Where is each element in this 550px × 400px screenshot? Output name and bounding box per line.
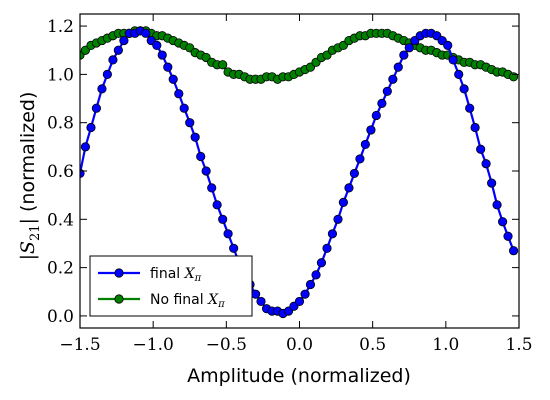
legend-box [89, 255, 253, 317]
data-point [168, 74, 178, 84]
data-point [508, 72, 519, 82]
y-tick-label: 0.2 [47, 259, 74, 279]
x-tick-label: 1.0 [432, 335, 459, 355]
data-point [355, 154, 365, 164]
x-tick-label: −1.5 [59, 335, 100, 355]
x-axis-label: Amplitude (normalized) [187, 365, 411, 387]
data-point [212, 200, 222, 210]
data-point [86, 122, 96, 133]
data-point [404, 43, 414, 53]
data-point [141, 28, 151, 38]
data-point [443, 40, 453, 51]
data-point [80, 142, 91, 152]
y-tick-label: 0.6 [47, 162, 74, 182]
data-point [256, 296, 266, 307]
data-point [388, 74, 398, 84]
data-point [223, 229, 233, 239]
data-point [508, 246, 519, 256]
y-axis-label: |S21| (normalized) [17, 92, 43, 261]
y-tick-label: 1.0 [47, 65, 74, 85]
x-tick-label: −0.5 [206, 335, 247, 355]
data-point [459, 84, 469, 94]
data-point [349, 168, 359, 179]
data-point [311, 270, 321, 280]
data-point [377, 98, 387, 108]
x-tick-label: 0.5 [359, 335, 386, 355]
data-point [196, 151, 206, 162]
data-point [218, 60, 228, 70]
data-point [218, 214, 228, 224]
data-point [157, 50, 167, 60]
y-tick-label: 0.4 [47, 210, 74, 230]
data-point [152, 40, 162, 51]
ticks-layer: −1.5 −1.0 −0.5 0.0 0.5 1.0 1.5 0.0 0.2 0.4 0.6 0.8 1… [47, 13, 533, 355]
legend-item: No final Xπ [98, 292, 225, 310]
data-point [102, 69, 112, 79]
data-point [498, 217, 508, 227]
series-final-xpi [80, 26, 519, 319]
data-point [305, 279, 316, 290]
data-point [108, 55, 118, 65]
y-tick-label: 0.0 [47, 307, 74, 327]
legend-item: final Xπ [98, 266, 202, 284]
data-point [300, 289, 310, 299]
data-point [229, 243, 239, 253]
legend-label: No final Xπ [150, 292, 225, 310]
legend-label: final Xπ [150, 266, 202, 284]
data-point [190, 132, 200, 142]
data-point [487, 178, 497, 188]
data-point [179, 103, 189, 113]
data-point [322, 243, 332, 253]
data-point [113, 45, 123, 55]
data-point [207, 183, 217, 193]
data-point [327, 229, 338, 239]
data-point [454, 69, 464, 79]
x-tick-label: 1.5 [505, 335, 532, 355]
y-tick-label: 1.2 [47, 17, 74, 37]
data-point [333, 214, 343, 224]
data-point [119, 35, 129, 46]
data-point [503, 231, 513, 241]
data-point [185, 118, 195, 128]
data-point [371, 110, 381, 121]
data-point [470, 122, 480, 133]
y-tick-label: 0.8 [47, 114, 74, 134]
data-point [481, 159, 491, 169]
data-point [448, 55, 458, 65]
series-no-final-xpi [80, 26, 519, 84]
x-tick-label: 0.0 [286, 335, 313, 355]
data-point [360, 139, 370, 150]
data-point [294, 296, 305, 307]
data-point [174, 89, 184, 99]
data-point [91, 103, 101, 113]
data-point [366, 125, 376, 135]
data-point [163, 62, 173, 72]
data-point [465, 103, 475, 113]
data-point [316, 258, 327, 268]
legend: final Xπ No final Xπ [89, 255, 253, 317]
x-tick-label: −1.0 [133, 335, 174, 355]
labels-layer: Amplitude (normalized) |S21| (normalized… [17, 92, 411, 387]
data-point [251, 289, 261, 299]
legend-marker [114, 294, 124, 304]
data-point [344, 183, 354, 193]
data-point [97, 84, 107, 94]
data-point [393, 62, 403, 72]
legend-marker [114, 268, 124, 278]
data-point [201, 166, 211, 176]
data-point [399, 50, 409, 60]
series-layer [80, 26, 519, 319]
data-point [492, 200, 502, 210]
data-point [338, 197, 348, 207]
data-point [382, 86, 392, 96]
data-point [476, 144, 486, 154]
